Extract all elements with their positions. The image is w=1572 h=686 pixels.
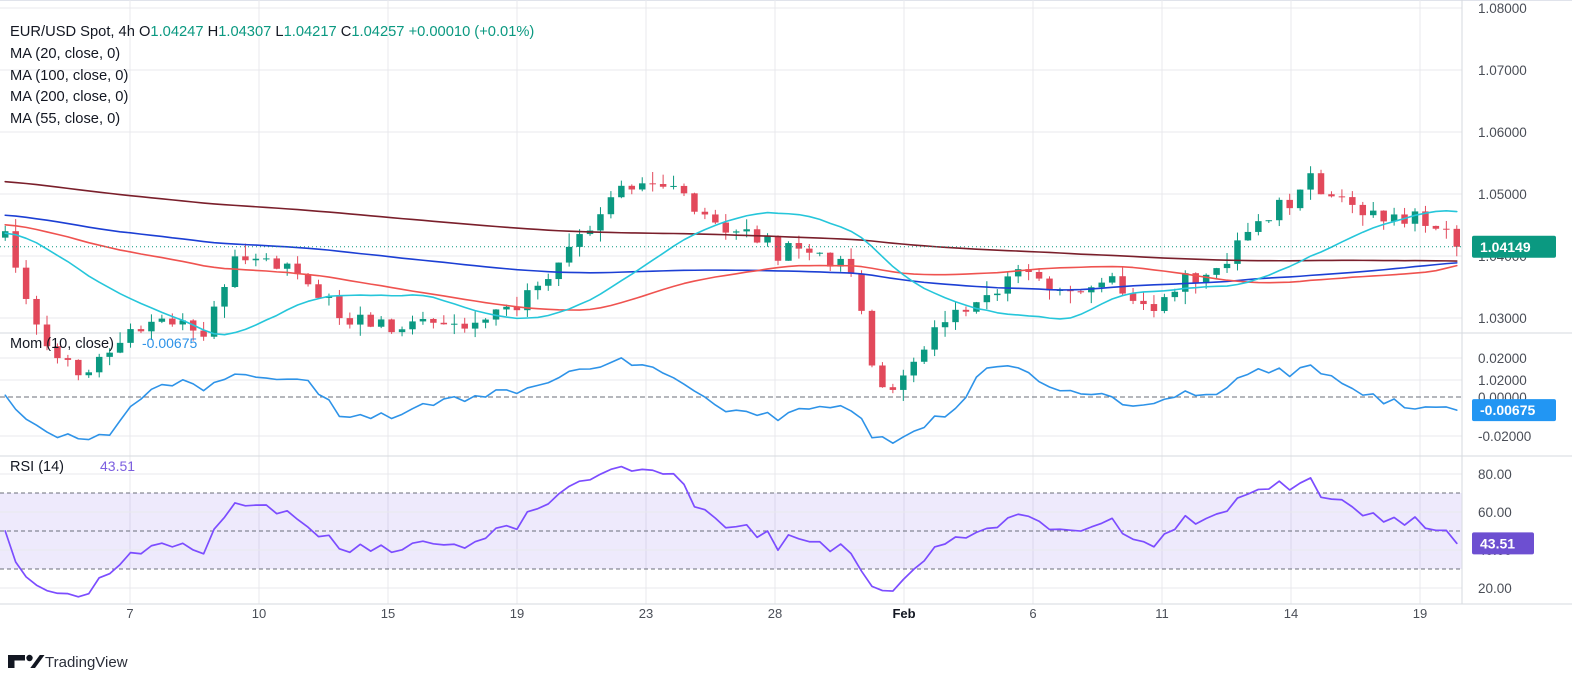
svg-text:MA (20, close, 0): MA (20, close, 0)	[10, 46, 120, 62]
svg-text:-0.00675: -0.00675	[142, 335, 197, 351]
svg-text:Feb: Feb	[892, 606, 915, 621]
svg-text:28: 28	[768, 606, 782, 621]
svg-text:-0.00675: -0.00675	[1480, 402, 1535, 418]
svg-text:7: 7	[126, 606, 133, 621]
svg-text:EUR/USD Spot, 4h O1.04247: EUR/USD Spot, 4h O1.04247 H1.04307 L1.04…	[10, 24, 534, 40]
svg-text:RSI (14): RSI (14)	[10, 459, 64, 475]
svg-text:14: 14	[1284, 606, 1298, 621]
svg-text:Mom (10, close): Mom (10, close)	[10, 336, 114, 352]
svg-text:1.08000: 1.08000	[1478, 1, 1527, 16]
svg-text:23: 23	[639, 606, 653, 621]
svg-text:11: 11	[1155, 606, 1169, 621]
svg-text:10: 10	[252, 606, 266, 621]
svg-text:TradingView: TradingView	[45, 654, 128, 671]
svg-text:MA (200, close, 0): MA (200, close, 0)	[10, 89, 128, 105]
svg-text:20.00: 20.00	[1478, 581, 1512, 596]
svg-text:MA (100, close, 0): MA (100, close, 0)	[10, 68, 128, 84]
svg-text:MA (55, close, 0): MA (55, close, 0)	[10, 111, 120, 127]
svg-text:43.51: 43.51	[100, 458, 135, 474]
svg-text:15: 15	[381, 606, 395, 621]
svg-text:19: 19	[510, 606, 524, 621]
svg-text:1.06000: 1.06000	[1478, 125, 1527, 140]
svg-text:43.51: 43.51	[1480, 535, 1515, 551]
svg-text:1.03000: 1.03000	[1478, 311, 1527, 326]
svg-text:80.00: 80.00	[1478, 467, 1512, 482]
svg-text:60.00: 60.00	[1478, 505, 1512, 520]
svg-text:1.05000: 1.05000	[1478, 187, 1527, 202]
svg-text:-0.02000: -0.02000	[1478, 429, 1531, 444]
svg-text:19: 19	[1413, 606, 1427, 621]
svg-text:1.04149: 1.04149	[1480, 239, 1531, 255]
svg-text:1.07000: 1.07000	[1478, 63, 1527, 78]
svg-text:0.02000: 0.02000	[1478, 351, 1527, 366]
svg-text:6: 6	[1029, 606, 1036, 621]
svg-text:1.02000: 1.02000	[1478, 373, 1527, 388]
